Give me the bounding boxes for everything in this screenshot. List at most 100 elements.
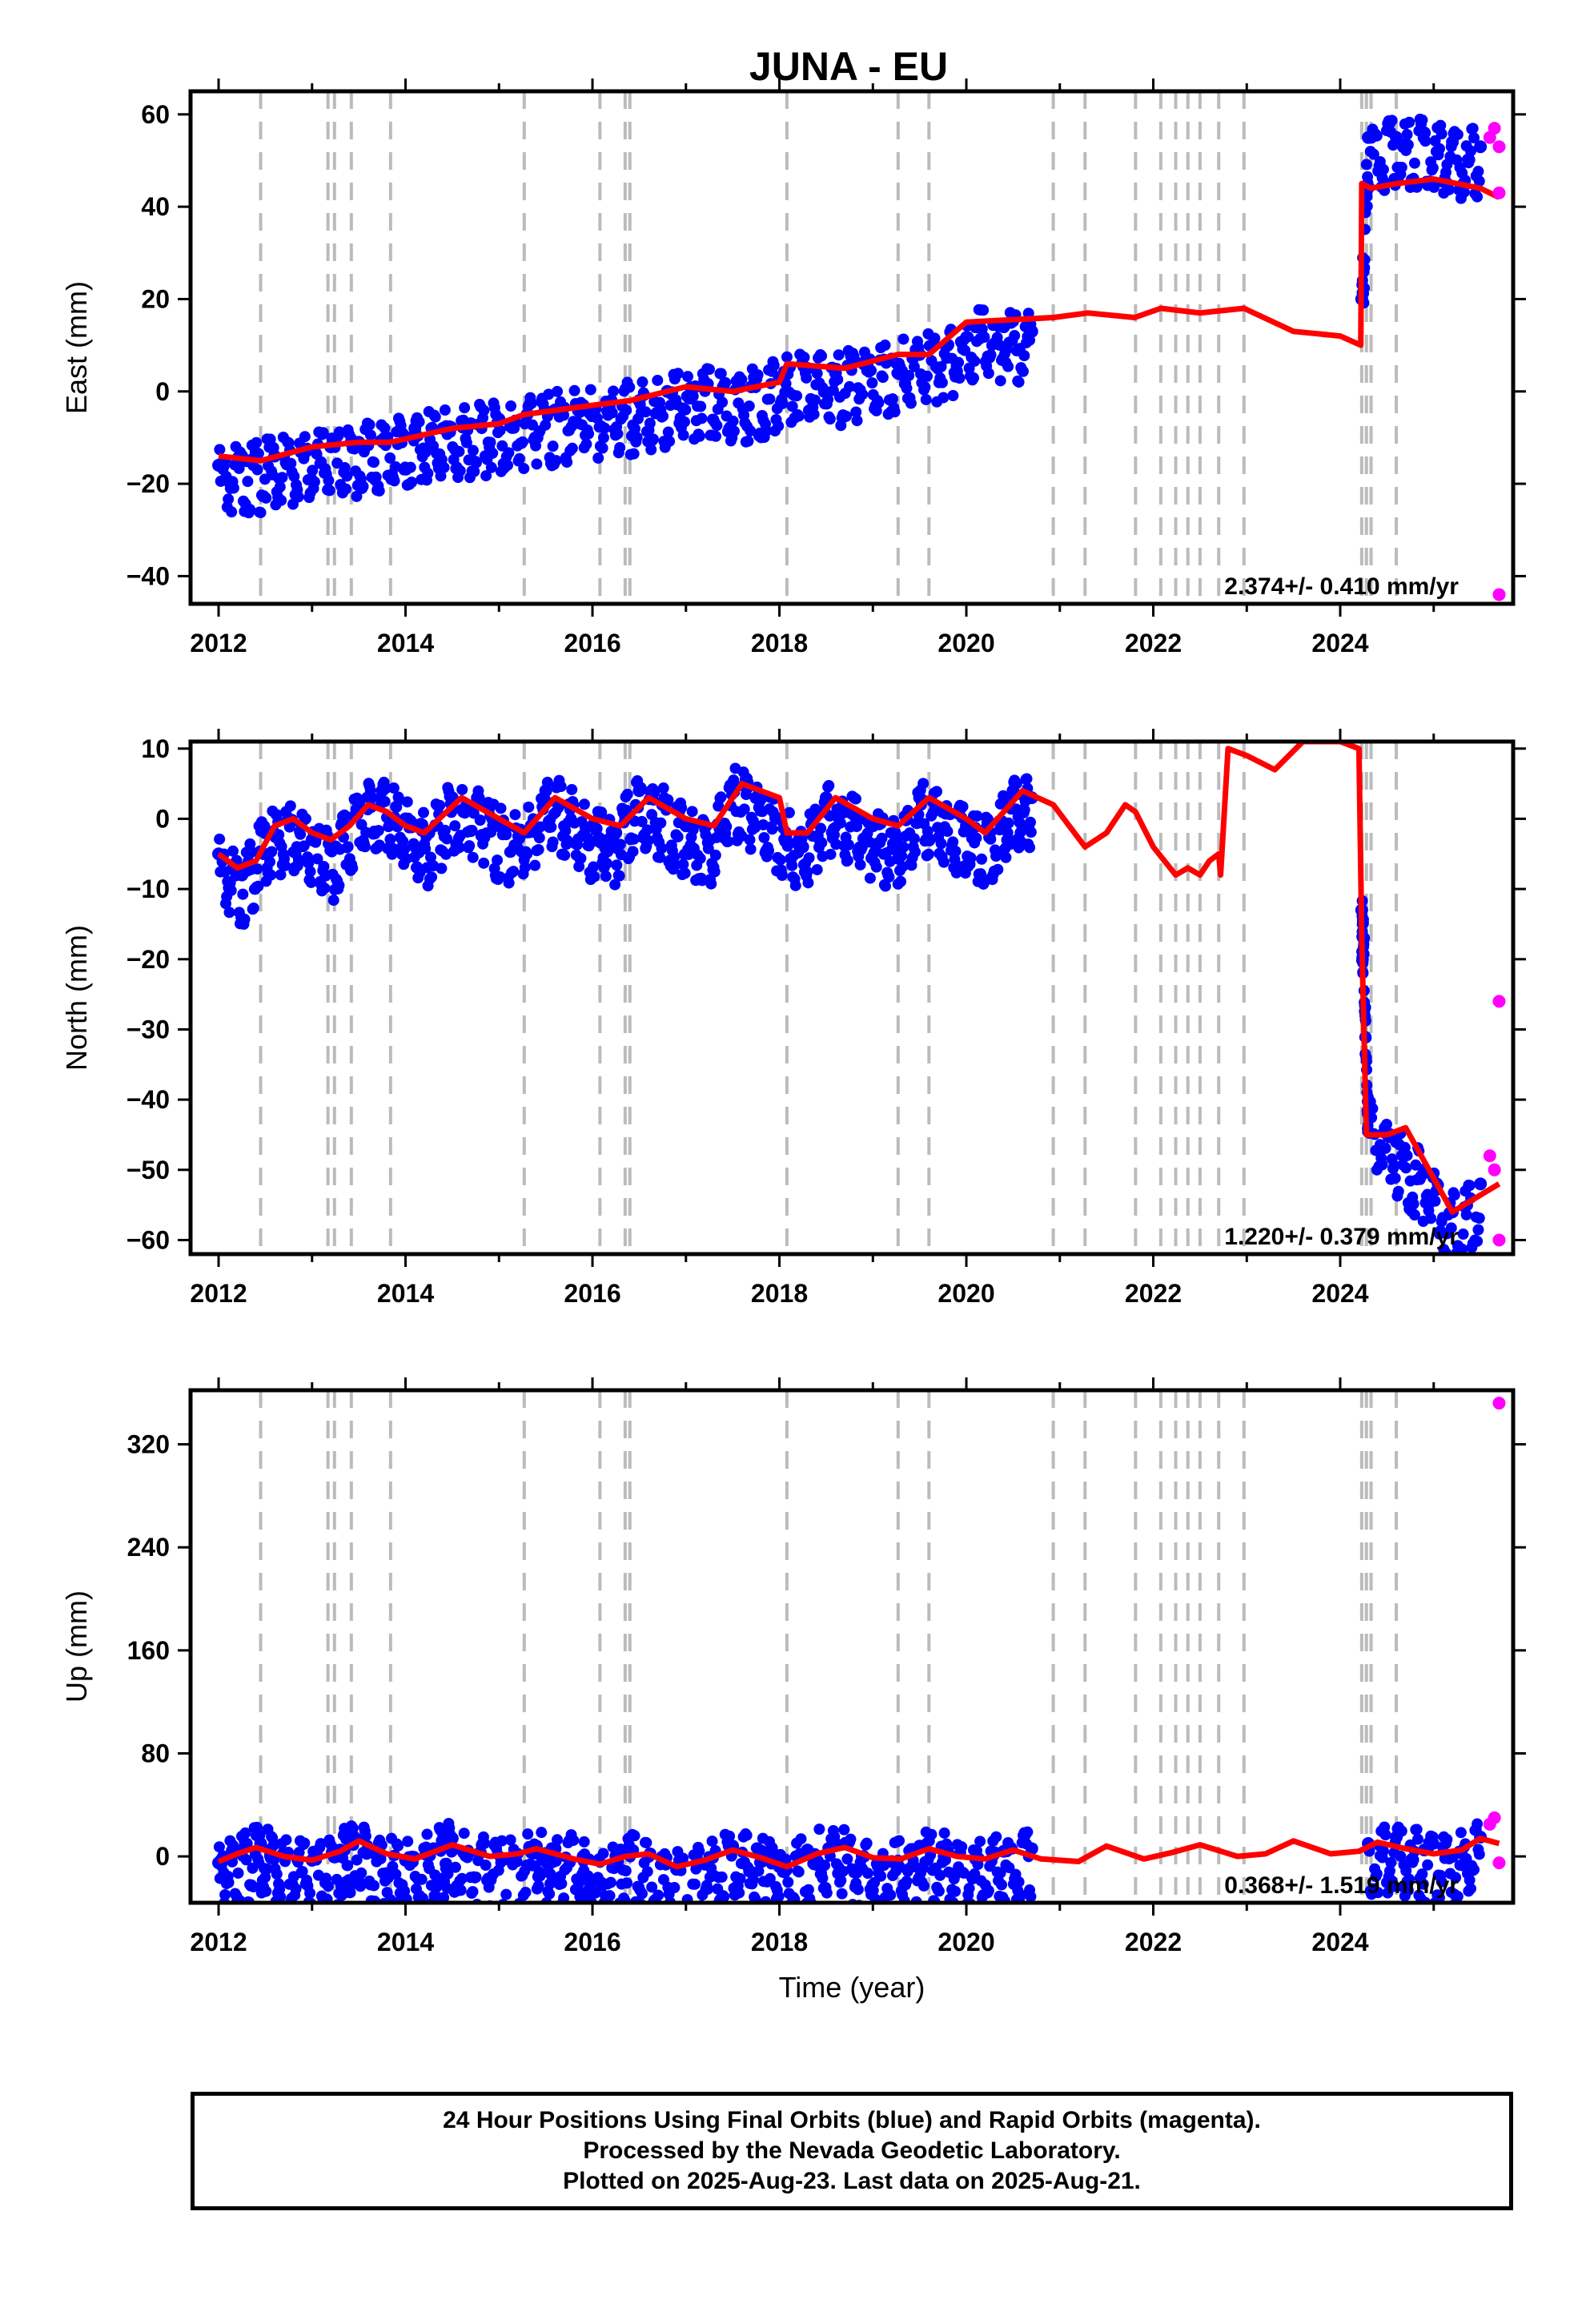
final-point (213, 1841, 225, 1853)
final-point (992, 863, 1004, 875)
final-point (456, 1872, 468, 1884)
final-point (514, 833, 526, 845)
final-point (764, 393, 776, 405)
final-point (782, 1876, 794, 1888)
final-point (917, 778, 930, 790)
final-point (541, 776, 553, 788)
final-point (702, 1883, 714, 1895)
final-point (214, 444, 226, 456)
final-point (1412, 1833, 1424, 1845)
final-point (985, 833, 997, 845)
final-point (721, 821, 733, 833)
final-point (375, 1853, 387, 1865)
final-point (652, 374, 664, 386)
rapid-point (1483, 1149, 1496, 1163)
final-point (561, 456, 573, 468)
final-point (768, 360, 780, 372)
final-point (323, 485, 335, 497)
final-point (319, 883, 331, 895)
final-point (303, 857, 315, 869)
final-point (1024, 816, 1036, 828)
final-point (791, 390, 803, 402)
final-point (1385, 126, 1397, 138)
final-point (413, 416, 425, 428)
final-point (920, 393, 932, 405)
final-point (344, 1887, 356, 1899)
final-point (935, 360, 947, 372)
final-point (1408, 1209, 1420, 1221)
final-point (1024, 334, 1036, 346)
final-point (822, 393, 834, 405)
final-point (1452, 128, 1464, 140)
final-point (836, 1888, 848, 1900)
final-point (703, 364, 715, 376)
final-point (919, 381, 931, 393)
final-point (1010, 778, 1022, 790)
final-point (662, 426, 674, 438)
model-line (218, 176, 1501, 464)
north-ylabel: North (mm) (60, 925, 93, 1071)
final-point (631, 432, 643, 444)
final-point (1383, 1865, 1395, 1877)
up-frame (188, 1388, 1516, 1905)
final-point (496, 1835, 508, 1847)
final-point (624, 381, 636, 393)
final-point (333, 879, 345, 891)
final-point (244, 504, 256, 516)
final-point (841, 1853, 853, 1865)
rapid-point (1492, 1397, 1506, 1410)
final-point (879, 880, 891, 892)
final-point (1402, 1884, 1414, 1896)
final-point (1425, 1212, 1437, 1224)
final-point (1389, 1172, 1401, 1184)
final-point (273, 829, 285, 841)
final-point (1401, 128, 1413, 140)
north-plot-area (212, 742, 1506, 1254)
final-point (901, 1876, 913, 1888)
final-point (689, 1878, 701, 1890)
final-point (280, 1834, 292, 1846)
final-point (327, 895, 339, 907)
final-point (962, 331, 974, 343)
final-point (226, 506, 238, 518)
final-point (673, 817, 685, 829)
final-point (552, 1834, 564, 1846)
final-point (773, 420, 785, 432)
final-point (958, 826, 970, 838)
final-point (644, 417, 656, 429)
final-point (878, 1860, 890, 1872)
final-point (656, 842, 668, 854)
final-point (1433, 1892, 1445, 1903)
final-point (1452, 1891, 1464, 1903)
final-point (298, 840, 310, 852)
final-point (420, 1841, 432, 1853)
final-point (614, 442, 626, 454)
final-point (793, 1866, 805, 1878)
final-point (505, 400, 517, 412)
final-point (734, 1872, 746, 1884)
final-point (351, 490, 363, 502)
final-point (654, 851, 666, 863)
final-point (796, 833, 808, 845)
final-point (897, 333, 909, 345)
final-point (348, 443, 360, 455)
east-panel: −40 −20 0 20 40 60 2012 2014 2016 2018 2020 2022 202… (60, 78, 1526, 657)
final-point (628, 833, 640, 845)
final-point (467, 851, 479, 863)
final-point (361, 1848, 373, 1860)
final-point (1455, 1827, 1467, 1839)
final-point (929, 332, 941, 344)
final-point (387, 782, 400, 794)
final-point (817, 1872, 829, 1884)
final-point (893, 1835, 905, 1847)
final-point (441, 833, 453, 845)
x-tick-label: 2014 (377, 1928, 434, 1956)
final-point (680, 404, 692, 416)
final-point (841, 410, 853, 422)
final-point (957, 801, 969, 813)
final-point (370, 471, 382, 483)
final-point (953, 356, 965, 368)
final-point (861, 1837, 873, 1849)
up-panel: 0 80 160 240 320 2012 2014 2016 2018 2020 2022 2024… (60, 1377, 1526, 2004)
